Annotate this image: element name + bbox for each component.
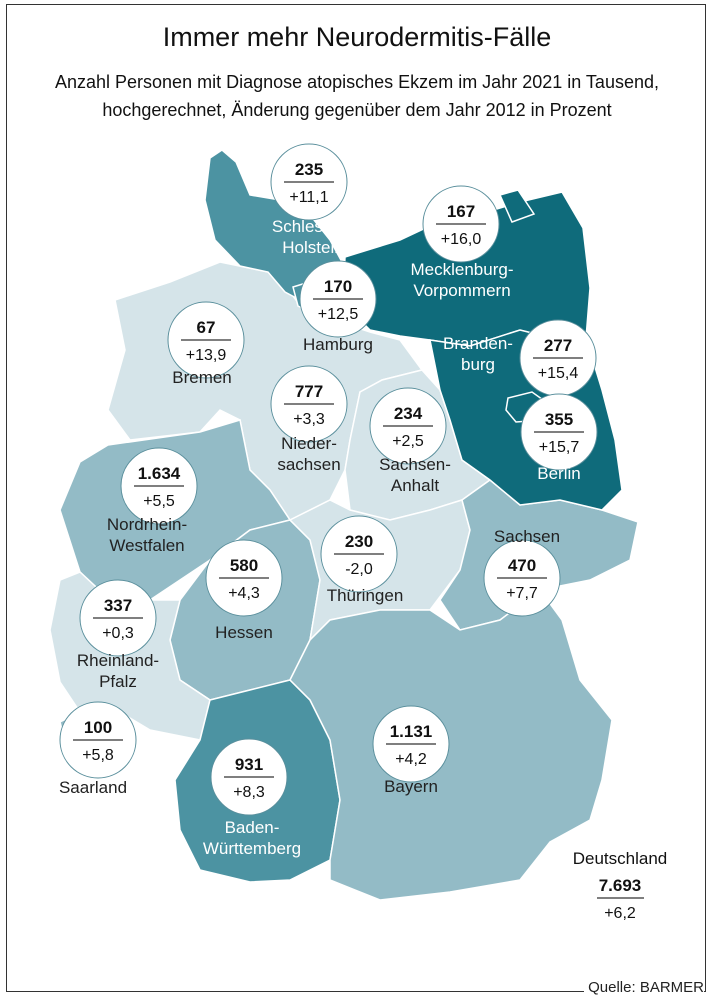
case-count: 1.131 [390,722,433,741]
case-count: 580 [230,556,258,575]
case-count: 100 [84,718,112,737]
subtitle-line: Anzahl Personen mit Diagnose atopisches … [54,72,659,92]
state-name: Thüringen [327,586,404,605]
change-percent: +2,5 [392,433,424,450]
change-percent: +5,8 [82,747,114,764]
change-percent: -2,0 [345,561,373,578]
state-name: Branden- [443,334,513,353]
frame [6,4,706,992]
total-change: +6,2 [604,905,636,922]
case-count: 230 [345,532,373,551]
state-name: Nieder- [281,434,337,453]
subtitle-line: hochgerechnet, Änderung gegenüber dem Ja… [102,100,612,120]
state-name: Anhalt [391,476,439,495]
case-count: 355 [545,410,573,429]
change-percent: +12,5 [318,306,359,323]
change-percent: +0,3 [102,625,134,642]
state-name: Württemberg [203,839,301,858]
state-name: Schleswig- [272,217,354,236]
total-count: 7.693 [599,876,642,895]
state-label-berlin: 355 +15,7 Berlin [520,393,598,483]
state-label-thüringen: 230 -2,0 Thüringen [320,515,404,605]
state-name: Rheinland- [77,651,159,670]
state-name: Hessen [215,623,273,642]
case-count: 277 [544,336,572,355]
map-title: Immer mehr Neurodermitis-Fälle [162,22,552,52]
case-count: 931 [235,755,263,774]
state-label-baden-württemberg: 931 +8,3 Baden- Württemberg [203,738,301,858]
state-name: Sachsen [494,527,560,546]
state-name: sachsen [277,455,340,474]
change-percent: +8,3 [233,784,265,801]
case-count: 167 [447,202,475,221]
change-percent: +11,1 [289,189,328,206]
change-percent: +7,7 [506,585,538,602]
state-name: Hamburg [303,335,373,354]
state-name: Westfalen [109,536,184,555]
map-subtitle: Anzahl Personen mit Diagnose atopisches … [0,68,714,124]
state-name: Baden- [225,818,280,837]
source-note: Quelle: BARMER [584,979,704,996]
island-rugen [498,189,536,223]
change-percent: +4,2 [395,751,427,768]
state-label-bayern: 1.131 +4,2 Bayern [372,705,450,796]
change-percent: +3,3 [293,411,325,428]
case-count: 1.634 [138,464,181,483]
change-percent: +16,0 [441,231,482,248]
state-label-hamburg: 170 +12,5 Hamburg [299,260,377,354]
state-label-nordrhein-westfalen: 1.634 +5,5 Nordrhein- Westfalen [107,447,198,555]
state-bayern [289,588,613,901]
state-name: Bremen [172,368,232,387]
state-name: Nordrhein- [107,515,187,534]
case-count: 470 [508,556,536,575]
state-name: Mecklenburg- [411,260,514,279]
state-name: burg [461,355,495,374]
total-label: Deutschland [573,849,668,868]
change-percent: +15,7 [539,439,580,456]
state-label-rheinland-pfalz: 337 +0,3 Rheinland- Pfalz [77,579,159,691]
case-count: 235 [295,160,323,179]
state-label-branden-burg: 277 +15,4 Branden-burg [443,319,597,397]
case-count: 170 [324,277,352,296]
change-percent: +5,5 [143,493,175,510]
state-name: Berlin [537,464,580,483]
change-percent: +4,3 [228,585,260,602]
case-count: 777 [295,382,323,401]
state-label-schleswig-holstein: 235 +11,1 Schleswig- Holstein [270,143,354,257]
case-count: 67 [197,318,216,337]
change-percent: +15,4 [538,365,579,382]
state-label-sachsen: 470 +7,7 Sachsen [483,527,561,617]
state-label-saarland: 100 +5,8 Saarland [59,701,137,797]
state-name: Vorpommern [413,281,510,300]
state-name: Saarland [59,778,127,797]
state-label-mecklenburg-vorpommern: 167 +16,0 Mecklenburg- Vorpommern [411,185,514,300]
state-label-sachsen-anhalt: 234 +2,5 Sachsen- Anhalt [369,387,451,495]
state-label-nieder-sachsen: 777 +3,3 Nieder-sachsen [270,365,348,474]
state-name: Pfalz [99,672,137,691]
state-name: Bayern [384,777,438,796]
germany-total: Deutschland 7.693 +6,2 [573,849,668,922]
case-count: 337 [104,596,132,615]
state-name: Sachsen- [379,455,451,474]
state-label-bremen: 67 +13,9 Bremen [167,301,245,387]
state-name: Holstein [282,238,343,257]
case-count: 234 [394,404,423,423]
state-label-hessen: 580 +4,3 Hessen [205,539,283,642]
change-percent: +13,9 [186,347,227,364]
